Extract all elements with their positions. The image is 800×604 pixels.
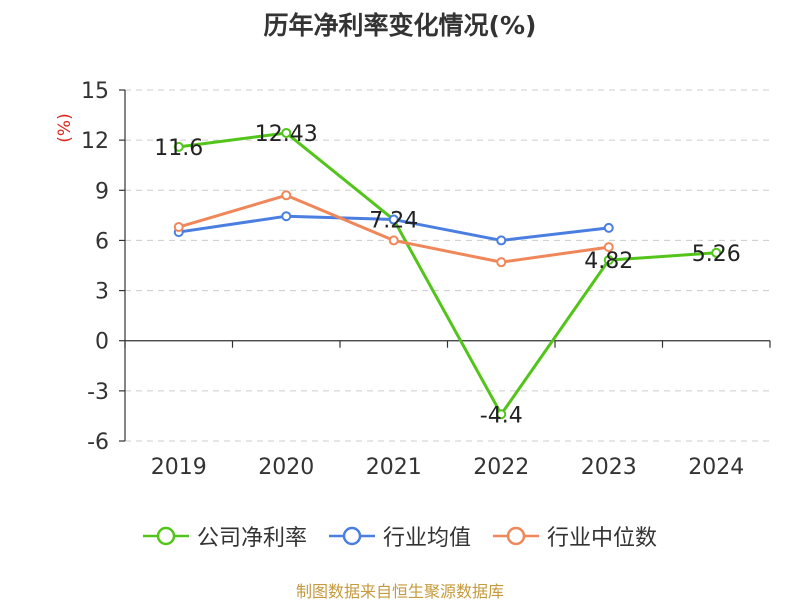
y-tick-label: 9 xyxy=(95,179,109,204)
y-tick-label: -3 xyxy=(87,380,109,405)
data-point xyxy=(388,214,399,225)
y-tick-label: 12 xyxy=(81,129,109,154)
y-tick-label: 15 xyxy=(81,79,109,104)
y-tick-label: 3 xyxy=(95,280,109,305)
legend-swatch-icon xyxy=(493,526,539,546)
y-tick-label: -6 xyxy=(87,430,109,455)
chart-title: 历年净利率变化情况(%) xyxy=(263,11,537,40)
legend-item[interactable]: 行业中位数 xyxy=(493,520,657,552)
legend-label: 公司净利率 xyxy=(196,526,307,551)
data-point xyxy=(173,222,184,233)
data-point xyxy=(281,190,292,201)
data-point xyxy=(388,235,399,246)
data-point xyxy=(603,222,614,233)
series-line xyxy=(178,131,717,416)
data-point xyxy=(281,127,292,138)
legend-marker xyxy=(506,526,526,546)
data-point xyxy=(173,141,184,152)
data-label: -4.4 xyxy=(480,403,523,428)
x-tick-label: 2023 xyxy=(581,455,637,480)
data-label: 4.82 xyxy=(584,249,633,274)
legend-label: 行业均值 xyxy=(382,526,471,551)
data-label: 7.24 xyxy=(369,209,418,234)
data-point xyxy=(496,257,507,268)
data-point xyxy=(496,409,507,420)
data-label: 5.26 xyxy=(692,242,741,267)
x-tick-label: 2020 xyxy=(258,455,314,480)
x-tick-label: 2021 xyxy=(366,455,422,480)
x-tick-label: 2024 xyxy=(688,455,744,480)
legend-label: 行业中位数 xyxy=(547,526,658,551)
legend: 公司净利率 行业均值 行业中位数 xyxy=(0,520,800,552)
data-point xyxy=(711,247,722,258)
data-point xyxy=(496,235,507,246)
data-point xyxy=(603,255,614,266)
data-point xyxy=(603,242,614,253)
legend-marker xyxy=(156,526,176,546)
y-axis-label: (%) xyxy=(55,113,75,142)
legend-swatch-icon xyxy=(328,526,375,546)
x-tick-label: 2019 xyxy=(151,455,207,480)
source-note: 制图数据来自恒生聚源数据库 xyxy=(295,582,504,601)
data-point xyxy=(281,211,292,222)
data-label: 11.6 xyxy=(154,136,203,161)
legend-swatch-icon xyxy=(142,526,189,546)
legend-item[interactable]: 公司净利率 xyxy=(142,520,307,552)
data-label: 12.43 xyxy=(255,122,318,147)
y-tick-label: 6 xyxy=(95,229,109,254)
x-tick-label: 2022 xyxy=(473,455,529,480)
y-tick-label: 0 xyxy=(95,330,109,355)
legend-item[interactable]: 行业均值 xyxy=(328,520,471,552)
legend-marker xyxy=(342,526,362,546)
